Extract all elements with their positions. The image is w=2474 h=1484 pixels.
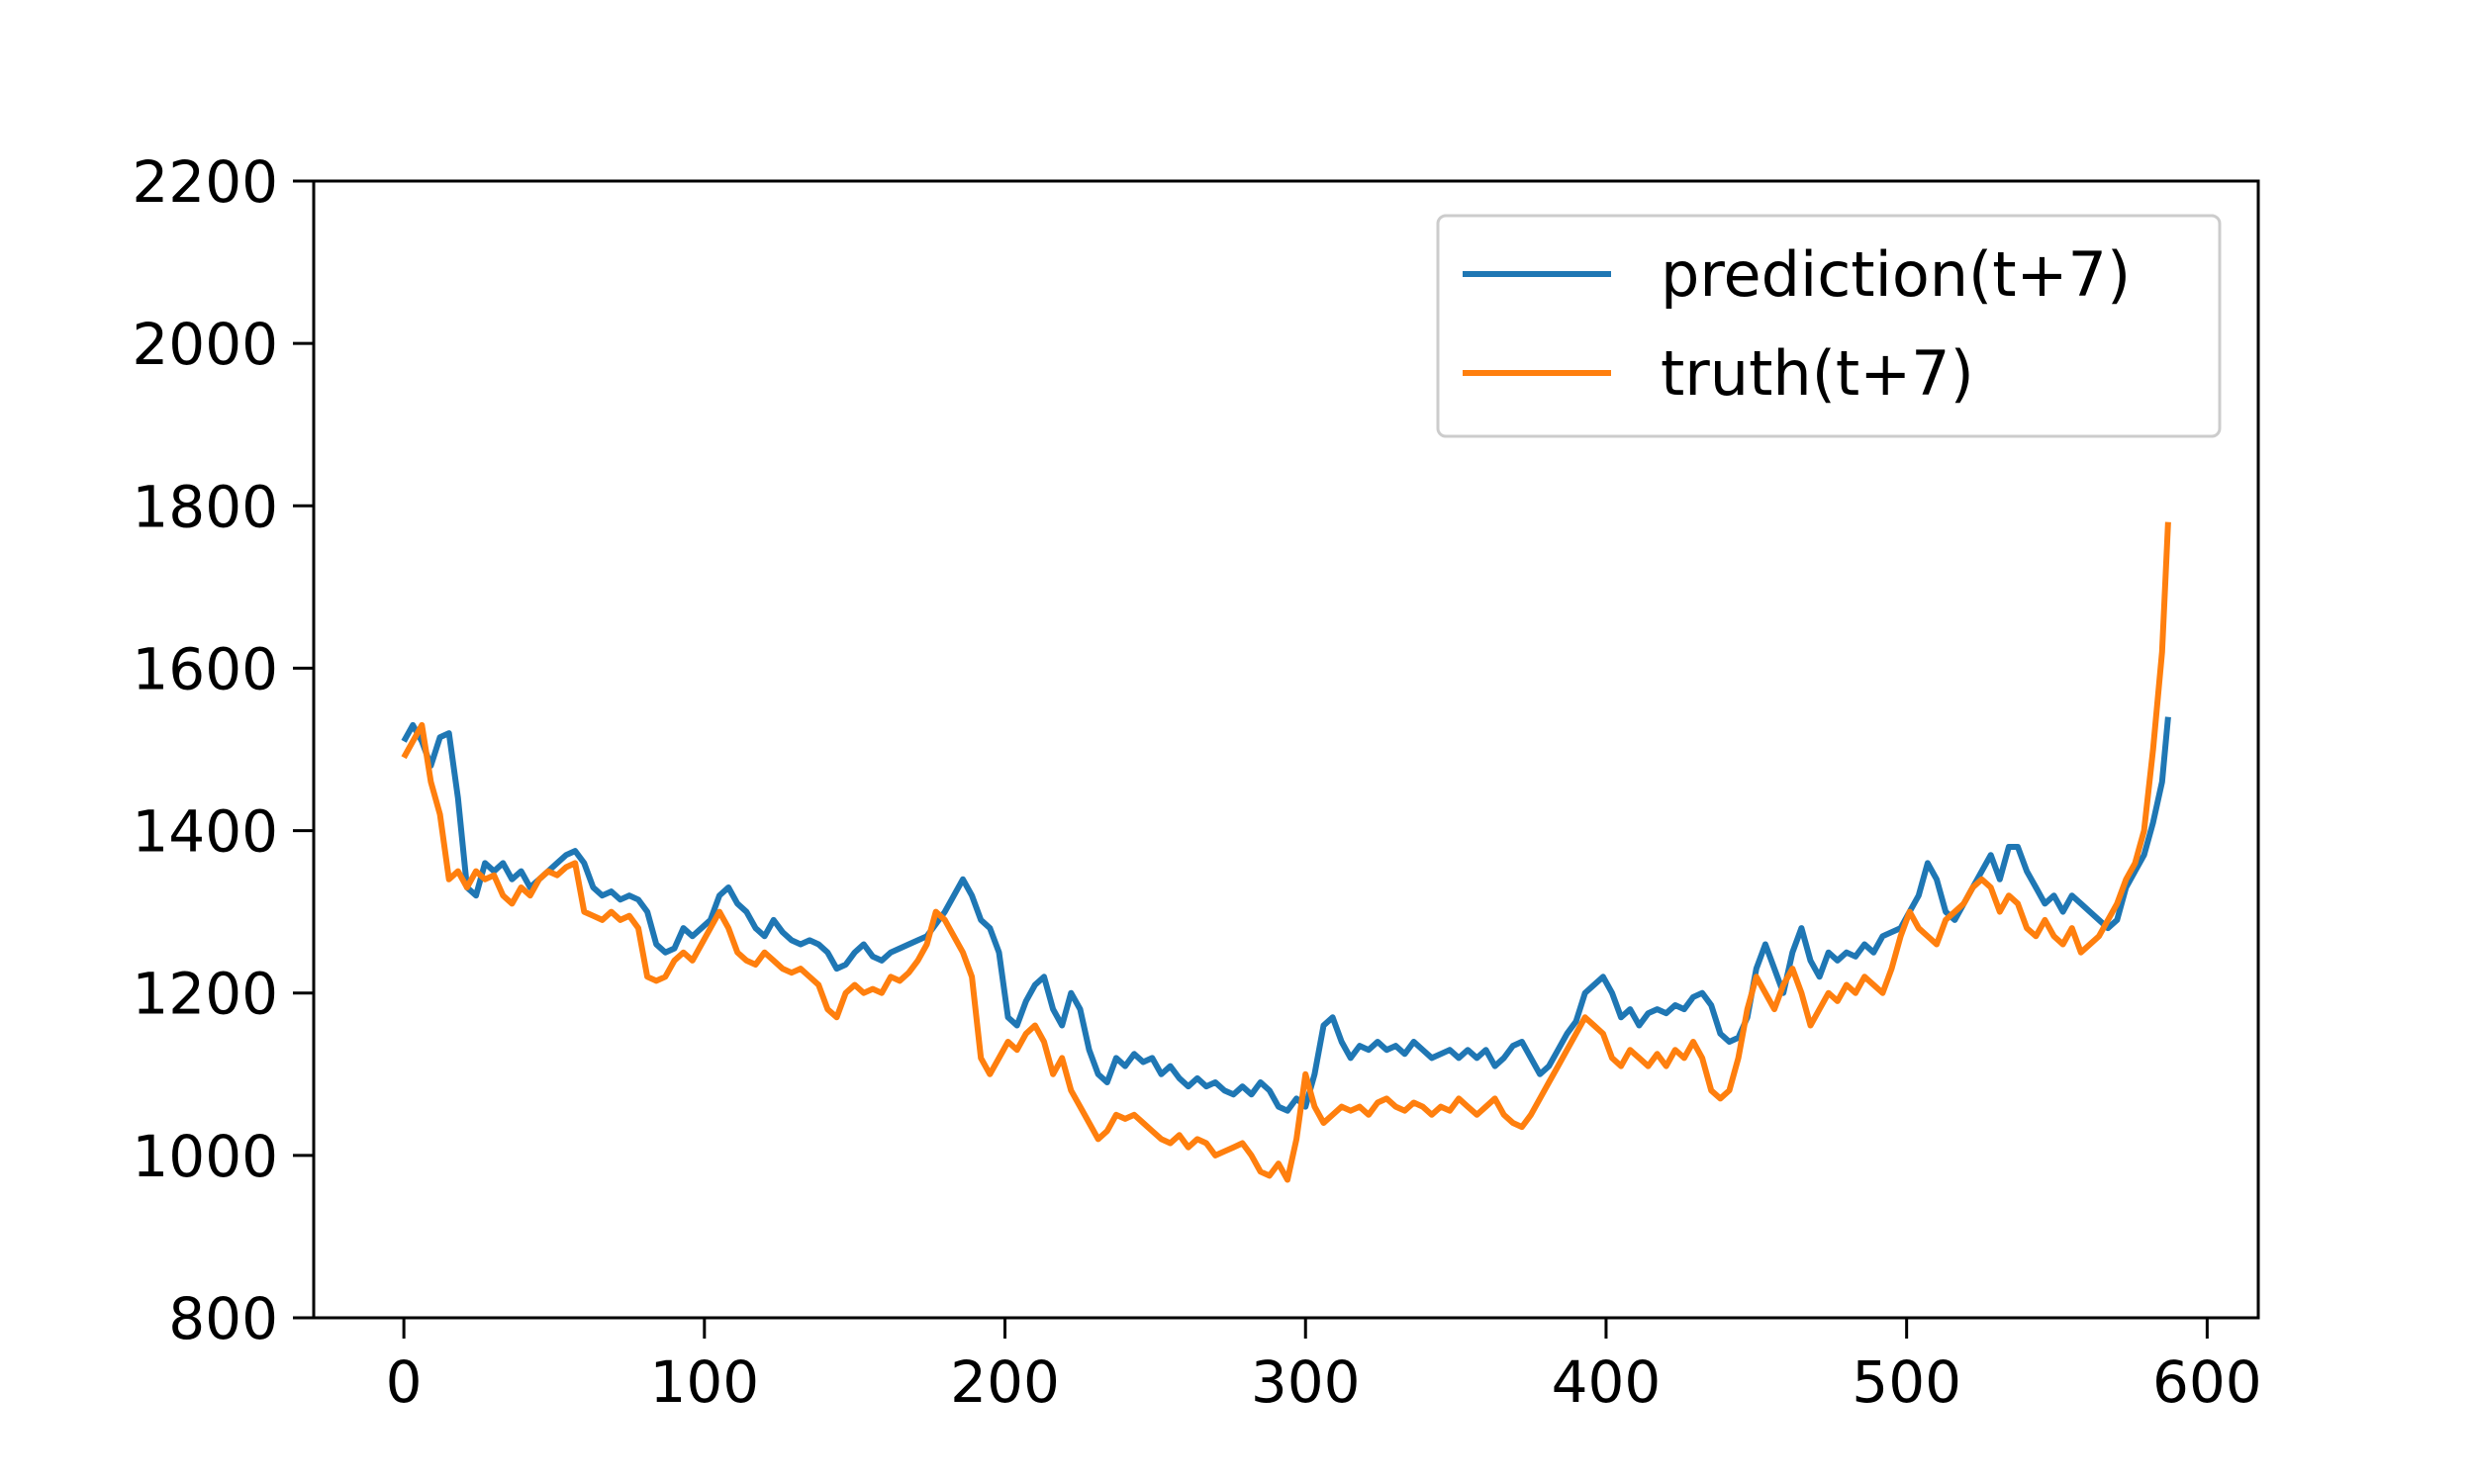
x-tick-label: 600 — [2152, 1348, 2262, 1416]
legend-box — [1436, 214, 2222, 438]
y-tick-label: 1200 — [132, 961, 278, 1028]
x-tick-label: 100 — [649, 1348, 759, 1416]
legend: prediction(t+7) truth(t+7) — [1436, 214, 2222, 438]
plot-frame — [312, 179, 2260, 1320]
x-tick-label: 200 — [950, 1348, 1060, 1416]
series-layer — [401, 521, 2171, 1183]
y-tick-label: 800 — [168, 1285, 278, 1352]
x-axis: 0 100 200 300 400 500 600 — [386, 1318, 2262, 1416]
x-tick-label: 500 — [1852, 1348, 1961, 1416]
y-tick-label: 1800 — [132, 473, 278, 540]
legend-label-prediction: prediction(t+7) — [1661, 238, 2131, 311]
series-line-prediction — [401, 716, 2171, 1114]
x-tick-label: 0 — [386, 1348, 423, 1416]
legend-label-truth: truth(t+7) — [1661, 337, 1974, 410]
y-tick-label: 1000 — [132, 1123, 278, 1190]
y-tick-label: 2200 — [132, 148, 278, 216]
series-line-truth — [401, 521, 2171, 1183]
y-axis: 800 1000 1200 1400 1600 1800 2000 2200 — [132, 148, 314, 1352]
y-tick-label: 1400 — [132, 798, 278, 866]
x-tick-label: 400 — [1552, 1348, 1662, 1416]
x-tick-label: 300 — [1251, 1348, 1361, 1416]
y-tick-label: 1600 — [132, 635, 278, 702]
y-tick-label: 2000 — [132, 311, 278, 378]
